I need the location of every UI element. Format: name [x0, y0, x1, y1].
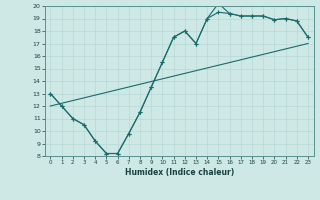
X-axis label: Humidex (Indice chaleur): Humidex (Indice chaleur) [124, 168, 234, 177]
